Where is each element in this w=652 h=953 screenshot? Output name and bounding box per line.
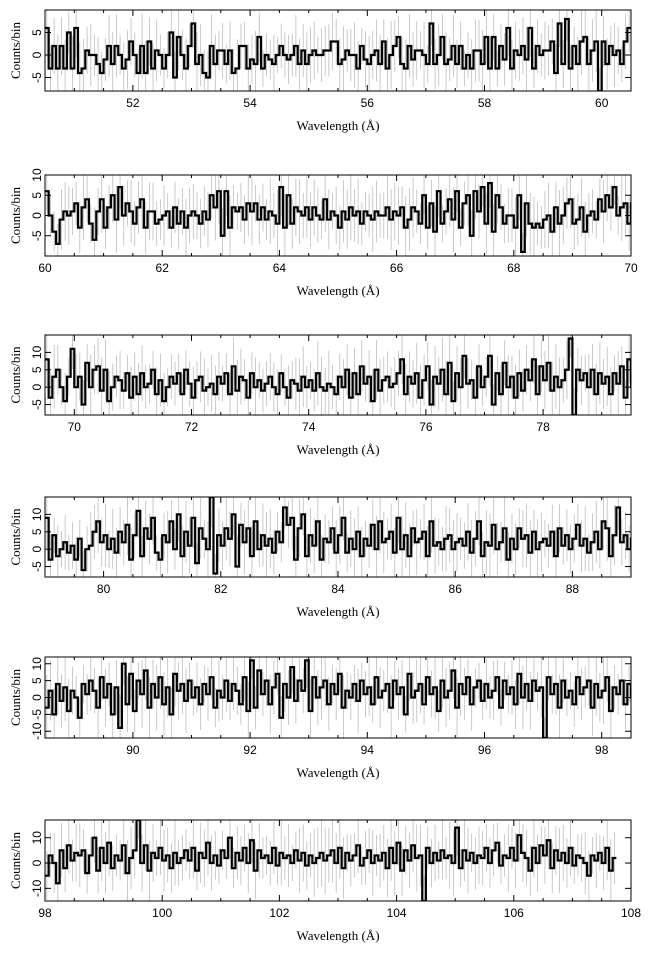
x-tick-label: 72 — [185, 420, 199, 434]
y-tick-label: -5 — [30, 709, 44, 720]
x-tick-label: 98 — [595, 743, 609, 757]
panel-1: 52 54 56 58 60 -5 0 5 Wavelength (Å) Counts/bin — [8, 9, 632, 133]
y-tick-label: 10 — [30, 507, 44, 521]
y-axis-title: Counts/bin — [8, 508, 23, 566]
y-tick-label: 10 — [30, 657, 44, 671]
x-tick-label: 92 — [243, 743, 257, 757]
x-tick-label: 60 — [38, 261, 52, 275]
x-tick-label: 100 — [152, 906, 172, 920]
x-tick-label: 54 — [243, 96, 257, 110]
x-axis-title: Wavelength (Å) — [296, 442, 379, 457]
error-bars — [46, 335, 630, 415]
x-tick-label: 82 — [214, 582, 228, 596]
x-tick-label: 78 — [536, 420, 550, 434]
x-tick-label: 90 — [126, 743, 140, 757]
spectrum-series-line — [45, 820, 617, 901]
x-axis-title: Wavelength (Å) — [296, 604, 379, 619]
x-tick-label: 64 — [273, 261, 287, 275]
x-axis-title: Wavelength (Å) — [296, 283, 379, 298]
x-tick-label: 96 — [478, 743, 492, 757]
y-tick-label: -10 — [30, 879, 44, 897]
y-tick-label: -5 — [30, 399, 44, 410]
x-tick-label: 62 — [156, 261, 170, 275]
y-tick-label: -5 — [30, 230, 44, 241]
panel-6: 98 100 102 104 106 108 -10 0 10 Wavelength (Å) Cou… — [8, 819, 641, 943]
x-tick-label: 52 — [126, 96, 140, 110]
y-tick-label: 0 — [30, 546, 44, 553]
spectrum-series-line — [45, 337, 631, 415]
x-axis-title: Wavelength (Å) — [296, 765, 379, 780]
x-tick-label: 84 — [331, 582, 345, 596]
x-tick-label: 86 — [449, 582, 463, 596]
y-axis-title: Counts/bin — [8, 668, 23, 726]
y-tick-label: 0 — [30, 859, 44, 866]
x-tick-label: 88 — [566, 582, 580, 596]
panel-3: 70 72 74 76 78 -5 0 5 10 Wavelength (Å) Counts/bin — [8, 334, 632, 457]
y-tick-label: 10 — [30, 345, 44, 359]
y-tick-label: 0 — [30, 694, 44, 701]
y-tick-label: -10 — [30, 722, 44, 740]
x-tick-label: 98 — [38, 906, 52, 920]
y-axis-title: Counts/bin — [8, 346, 23, 404]
y-tick-label: 0 — [30, 212, 44, 219]
y-tick-label: -5 — [30, 561, 44, 572]
x-axis-title: Wavelength (Å) — [296, 118, 379, 133]
y-tick-label: 0 — [30, 384, 44, 391]
y-tick-label: 10 — [30, 168, 44, 182]
x-tick-label: 60 — [595, 96, 609, 110]
x-tick-label: 68 — [507, 261, 521, 275]
x-tick-label: 94 — [361, 743, 375, 757]
y-tick-label: 5 — [30, 366, 44, 373]
y-tick-label: 5 — [30, 192, 44, 199]
x-axis-title: Wavelength (Å) — [296, 928, 379, 943]
spectrum-series-line — [45, 17, 631, 91]
y-tick-label: 5 — [30, 29, 44, 36]
y-axis-title: Counts/bin — [8, 186, 23, 244]
x-tick-label: 74 — [302, 420, 316, 434]
x-tick-label: 80 — [97, 582, 111, 596]
panel-4: 80 82 84 86 88 -5 0 5 10 Wavelength (Å) Counts/bin — [8, 496, 632, 619]
x-tick-label: 58 — [478, 96, 492, 110]
x-tick-label: 106 — [504, 906, 524, 920]
y-tick-label: 5 — [30, 677, 44, 684]
y-tick-label: 5 — [30, 528, 44, 535]
x-tick-label: 70 — [624, 261, 638, 275]
spectrum-series-line — [45, 182, 631, 254]
x-tick-label: 108 — [621, 906, 641, 920]
x-tick-label: 66 — [390, 261, 404, 275]
spectrum-series-line — [45, 659, 631, 738]
y-axis-title: Counts/bin — [8, 21, 23, 79]
y-axis-title: Counts/bin — [8, 831, 23, 889]
x-tick-label: 104 — [387, 906, 407, 920]
y-tick-label: 0 — [30, 51, 44, 58]
x-tick-label: 102 — [269, 906, 289, 920]
x-tick-label: 76 — [419, 420, 433, 434]
panel-2: 60 62 64 66 68 70 -5 0 5 10 Wavelength (Å) Counts/b… — [8, 168, 638, 298]
spectrum-series-line — [45, 497, 631, 575]
y-tick-label: 10 — [30, 831, 44, 845]
x-tick-label: 56 — [361, 96, 375, 110]
y-tick-label: -5 — [30, 72, 44, 83]
x-tick-label: 70 — [68, 420, 82, 434]
panel-5: 90 92 94 96 98 -10 -5 0 5 10 Wavelength (Å) Counts/… — [8, 656, 632, 780]
